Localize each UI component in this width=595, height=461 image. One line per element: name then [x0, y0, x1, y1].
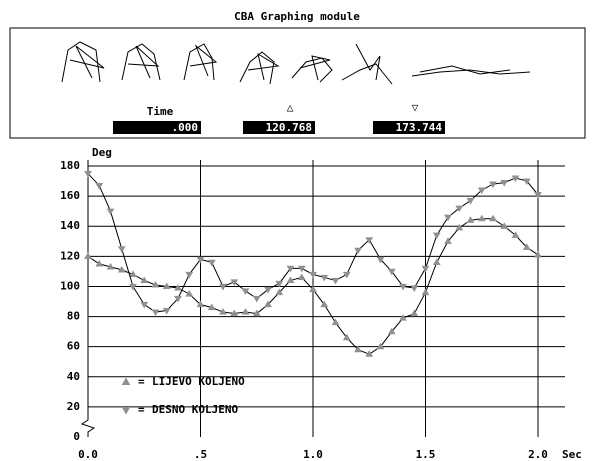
- x-tick-label: 1.5: [416, 448, 436, 461]
- legend-marker: [123, 379, 130, 385]
- marker: [186, 272, 192, 277]
- stick-figures: [62, 42, 530, 84]
- marker: [411, 286, 417, 291]
- y-tick-label: 160: [60, 189, 80, 202]
- y-tick-label: 20: [67, 400, 80, 413]
- field-value: .000: [172, 121, 199, 134]
- marker: [243, 289, 249, 294]
- marker: [96, 183, 102, 188]
- marker: [141, 302, 147, 307]
- screen: CBA Graphing module Time △ ▽ .000 120.76…: [0, 0, 595, 461]
- marker: [344, 272, 350, 277]
- y-tick-label: 0: [73, 430, 80, 443]
- marker: [153, 310, 159, 315]
- y-tick-label: 40: [67, 370, 80, 383]
- marker: [333, 320, 339, 325]
- marker: [119, 247, 125, 252]
- marker: [299, 274, 305, 279]
- marker: [276, 281, 282, 286]
- marker: [209, 260, 215, 265]
- marker: [490, 182, 496, 187]
- x-tick-label: .5: [194, 448, 207, 461]
- y-axis: [82, 160, 94, 437]
- marker: [243, 309, 249, 314]
- marker: [411, 311, 417, 316]
- marker: [468, 199, 474, 204]
- legend-label: DESNO KOLJENO: [152, 403, 238, 416]
- marker: [96, 261, 102, 266]
- y-axis-label: Deg: [92, 146, 112, 159]
- marker: [434, 259, 440, 264]
- app-title: CBA Graphing module: [234, 10, 360, 23]
- marker: [434, 233, 440, 238]
- y-tick-label: 100: [60, 279, 80, 292]
- marker: [445, 215, 451, 220]
- x-axis-label: Sec: [562, 448, 582, 461]
- y-tick-label: 140: [60, 219, 80, 232]
- legend-label: LIJEVO KOLJENO: [152, 375, 245, 388]
- marker: [108, 209, 114, 214]
- legend-separator: =: [138, 403, 145, 416]
- y-tick-label: 180: [60, 159, 80, 172]
- x-tick-label: 2.0: [528, 448, 548, 461]
- marker: [141, 277, 147, 282]
- field-value: 120.768: [266, 121, 312, 134]
- marker: [535, 193, 541, 198]
- y-tick-label: 120: [60, 249, 80, 262]
- x-tick-label: 1.0: [303, 448, 323, 461]
- field-value: 173.744: [396, 121, 443, 134]
- field-label: ▽: [412, 101, 419, 114]
- marker: [254, 296, 260, 301]
- legend-separator: =: [138, 375, 145, 388]
- marker: [423, 266, 429, 271]
- x-tick-label: 0.0: [78, 448, 98, 461]
- field-label: Time: [147, 105, 174, 118]
- y-tick-label: 80: [67, 310, 80, 323]
- marker: [535, 252, 541, 257]
- legend-marker: [123, 408, 130, 414]
- marker: [456, 225, 462, 230]
- y-tick-label: 60: [67, 340, 80, 353]
- marker: [186, 291, 192, 296]
- marker: [423, 289, 429, 294]
- marker: [333, 278, 339, 283]
- marker: [355, 248, 361, 253]
- field-label: △: [287, 101, 294, 114]
